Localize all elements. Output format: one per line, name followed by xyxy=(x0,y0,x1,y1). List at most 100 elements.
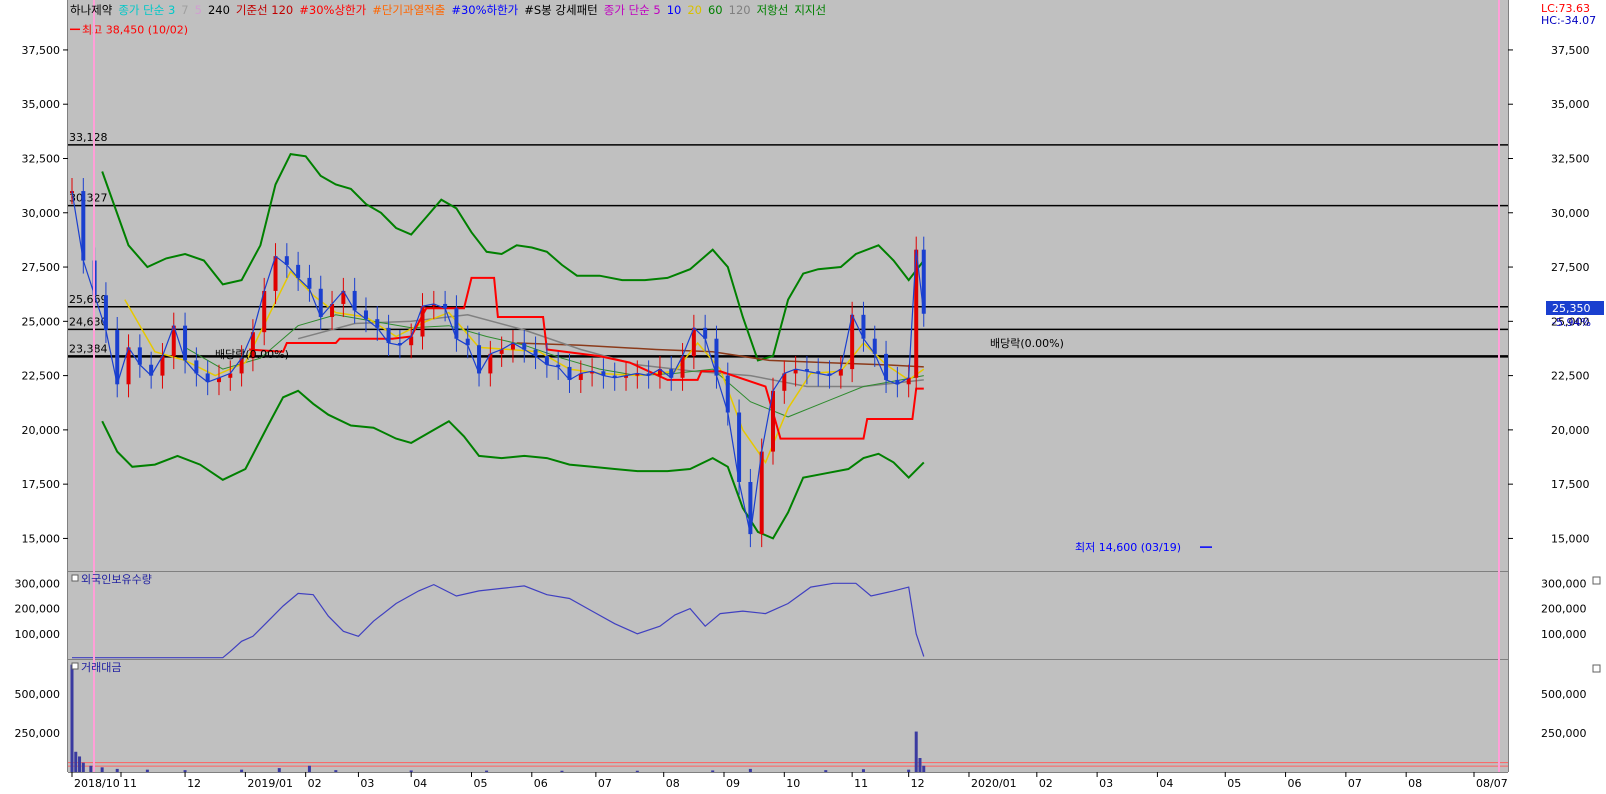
price-y-axis-left: 37,500 35,000 32,500 30,000 27,500 25,000 22,5… xyxy=(22,44,68,545)
volume-bar xyxy=(81,762,85,772)
volume-bar xyxy=(914,731,918,772)
volume-bar xyxy=(711,770,715,772)
legend-item: 20 xyxy=(687,3,702,17)
candle-body xyxy=(921,249,926,314)
low-annotation: 최저 14,600 (03/19) xyxy=(1075,541,1181,554)
volume-bar xyxy=(748,768,752,772)
volume-tick-label-right: 250,000 xyxy=(1541,727,1587,740)
lc-readout: LC:73.63 xyxy=(1541,2,1590,15)
x-tick-label: 05 xyxy=(473,777,487,790)
legend-item: 종가 단순 3 xyxy=(118,3,175,17)
ma60-line xyxy=(184,314,924,418)
foreign-tick-label: 200,000 xyxy=(15,603,61,616)
volume-tick-label: 250,000 xyxy=(15,727,61,740)
price-tick-label: 30,000 xyxy=(22,207,61,220)
candle-body xyxy=(352,290,357,311)
foreign-holdings-polyline xyxy=(72,582,925,659)
candle-body xyxy=(375,319,380,328)
x-tick-label: 11 xyxy=(854,777,868,790)
x-tick-label: 2018/10 xyxy=(74,777,120,790)
price-tick-label: 25,000 xyxy=(22,315,61,328)
foreign-panel-icon[interactable] xyxy=(71,574,79,582)
level-label: 23,384 xyxy=(69,342,108,355)
candle-body xyxy=(669,369,674,378)
candle-body xyxy=(262,290,267,333)
legend-item: 120 xyxy=(729,3,751,17)
foreign-tick-label: 300,000 xyxy=(15,577,61,590)
volume-panel-title: 거래대금 xyxy=(81,661,121,674)
x-axis-background xyxy=(0,772,1606,794)
x-tick-label: 08 xyxy=(666,777,680,790)
candle-body xyxy=(250,332,255,359)
volume-bar xyxy=(485,770,489,772)
price-tick-label-right: 27,500 xyxy=(1551,261,1590,274)
high-annotation: 최고 38,450 (10/02) xyxy=(82,23,188,36)
x-tick-label: 08 xyxy=(1408,777,1422,790)
candle-body xyxy=(590,371,595,374)
legend-item: #단기과열적출 xyxy=(372,3,445,17)
volume-bar xyxy=(70,664,74,772)
price-tick-label: 37,500 xyxy=(22,44,61,57)
legend-item: 7 xyxy=(181,3,188,17)
candle-body xyxy=(273,256,278,291)
x-tick-label: 05 xyxy=(1227,777,1241,790)
candle-body xyxy=(115,330,120,385)
volume-bar xyxy=(115,768,119,772)
price-tick-label-right: 37,500 xyxy=(1551,44,1590,57)
candle-body xyxy=(194,360,199,374)
candle-body xyxy=(544,356,549,365)
current-price-label: 25,350 xyxy=(1552,302,1591,315)
x-tick-label: 2019/01 xyxy=(247,777,293,790)
level-label: 33,128 xyxy=(69,131,108,144)
volume-bar xyxy=(74,751,78,772)
candle-body xyxy=(205,373,210,383)
legend-item: 60 xyxy=(708,3,723,17)
candle-body xyxy=(171,325,176,357)
candle-body xyxy=(183,325,188,361)
candle-body xyxy=(703,327,708,339)
candle-body xyxy=(510,343,515,350)
volume-panel-close-icon[interactable] xyxy=(1592,664,1601,673)
foreign-panel-title: 외국인보유수량 xyxy=(81,573,152,586)
candle-body xyxy=(330,303,335,317)
candle-body xyxy=(454,308,459,339)
candle-body xyxy=(816,371,821,374)
candle-body xyxy=(307,277,312,289)
price-tick-label-right: 20,000 xyxy=(1551,424,1590,437)
candle-body xyxy=(657,369,662,376)
x-tick-label: 04 xyxy=(1159,777,1173,790)
candle-body xyxy=(646,373,651,376)
candle-body xyxy=(137,347,142,365)
volume-bar xyxy=(635,770,639,772)
foreign-panel-close-icon[interactable] xyxy=(1592,576,1601,585)
price-tick-label: 22,500 xyxy=(22,370,61,383)
price-tick-label-right: 32,500 xyxy=(1551,152,1590,165)
volume-bar xyxy=(100,767,104,772)
candle-body xyxy=(838,369,843,376)
price-tick-label-right: 17,500 xyxy=(1551,478,1590,491)
candle-body xyxy=(420,306,425,337)
candle-body xyxy=(522,343,527,350)
foreign-tick-label-right: 300,000 xyxy=(1541,577,1587,590)
volume-bar xyxy=(861,769,865,772)
volume-bar xyxy=(89,765,93,772)
candle-body xyxy=(341,290,346,304)
x-tick-label: 09 xyxy=(726,777,740,790)
volume-bar xyxy=(918,758,922,772)
dividend-annotation: 배당락(0.00%) xyxy=(990,337,1064,350)
trading-value-bars xyxy=(68,664,1508,772)
x-tick-label: 08/07 xyxy=(1476,777,1508,790)
x-tick-label: 03 xyxy=(360,777,374,790)
price-tick-label: 17,500 xyxy=(22,478,61,491)
lower-band-line xyxy=(101,389,925,540)
candle-body xyxy=(465,338,470,346)
candle-body xyxy=(601,371,606,376)
ma20-line xyxy=(124,270,925,464)
volume-panel-icon[interactable] xyxy=(71,662,79,670)
price-tick-label: 20,000 xyxy=(22,424,61,437)
candle-body xyxy=(850,314,855,370)
x-tick-label: 04 xyxy=(413,777,427,790)
volume-bar xyxy=(145,769,149,772)
legend-item: 종가 단순 5 xyxy=(604,3,661,17)
close-price-line xyxy=(71,191,925,535)
